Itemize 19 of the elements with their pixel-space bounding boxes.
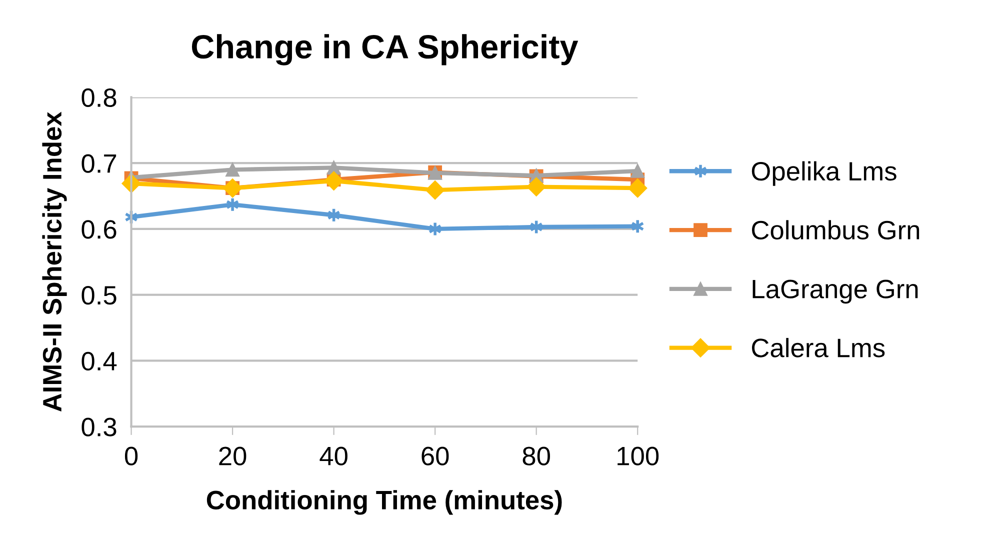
y-tick-label: 0.4 — [82, 352, 117, 371]
x-tick-label: 80 — [522, 446, 550, 466]
x-tick-label: 100 — [618, 446, 659, 466]
y-tick-label: 0.6 — [82, 220, 116, 239]
y-tick-label: 0.7 — [82, 154, 116, 173]
y-tick-label: 0.8 — [82, 88, 116, 108]
x-tick-label: 0 — [124, 446, 138, 466]
chart-title: Change in CA Sphericity — [192, 34, 578, 66]
y-tick-label: 0.3 — [82, 418, 116, 436]
x-tick-label: 60 — [422, 446, 449, 466]
legend-label: Columbus Grn — [752, 220, 920, 240]
x-axis-title: Conditioning Time (minutes) — [206, 490, 562, 515]
y-axis-title: AIMS-II Sphericity Index — [42, 112, 67, 412]
y-tick-label: 0.5 — [82, 286, 116, 305]
legend-label: Opelika Lms — [752, 161, 896, 186]
legend-label: LaGrange Grn — [752, 280, 918, 304]
x-tick-label: 40 — [320, 446, 348, 466]
x-tick-label: 20 — [219, 446, 246, 466]
legend-label: Calera Lms — [752, 338, 885, 358]
